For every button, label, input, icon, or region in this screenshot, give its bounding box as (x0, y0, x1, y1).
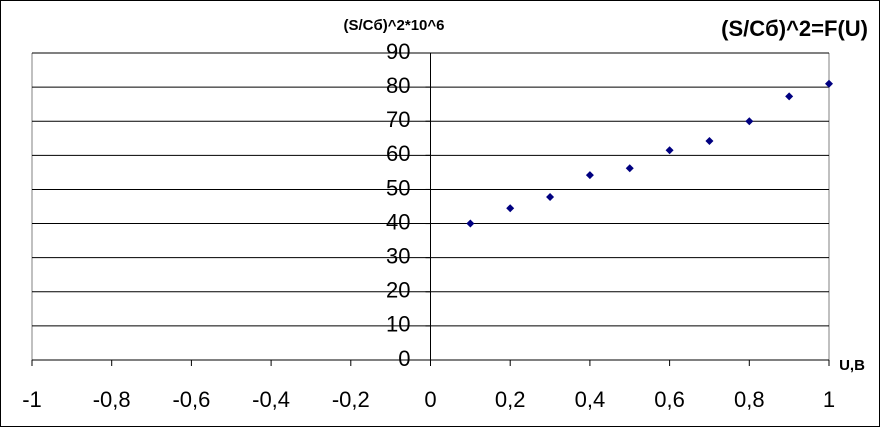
x-tick-label: -0,6 (172, 387, 210, 412)
x-tick-label: -0,8 (93, 387, 131, 412)
data-point (466, 219, 475, 228)
x-tick-label: -1 (22, 387, 42, 412)
x-tick-label: 1 (823, 387, 835, 412)
data-point (705, 137, 714, 146)
x-tick-label: 0,6 (654, 387, 685, 412)
y-axis-label: (S/Cб)^2*10^6 (344, 17, 445, 34)
data-point (546, 192, 555, 201)
data-point (585, 171, 594, 180)
y-tick-label: 90 (386, 39, 410, 64)
y-tick-label: 70 (386, 107, 410, 132)
data-point (785, 92, 794, 101)
y-tick-label: 60 (386, 141, 410, 166)
data-point (825, 79, 833, 88)
data-point (665, 146, 674, 155)
x-axis-label: U,B (839, 357, 865, 374)
x-tick-label: 0 (424, 387, 436, 412)
y-tick-label: 50 (386, 175, 410, 200)
y-tick-label: 40 (386, 209, 410, 234)
chart-title: (S/Cб)^2=F(U) (721, 16, 868, 41)
x-tick-label: 0,2 (495, 387, 526, 412)
y-tick-label: 80 (386, 73, 410, 98)
y-tick-label: 0 (398, 346, 410, 371)
x-tick-label: -0,2 (332, 387, 370, 412)
data-point (745, 117, 754, 126)
y-tick-label: 10 (386, 312, 410, 337)
data-point (625, 164, 634, 173)
x-tick-label: 0,8 (734, 387, 765, 412)
x-tick-label: -0,4 (252, 387, 290, 412)
data-point (506, 204, 515, 213)
y-tick-label: 20 (386, 278, 410, 303)
y-tick-label: 30 (386, 243, 410, 268)
x-tick-label: 0,4 (575, 387, 606, 412)
